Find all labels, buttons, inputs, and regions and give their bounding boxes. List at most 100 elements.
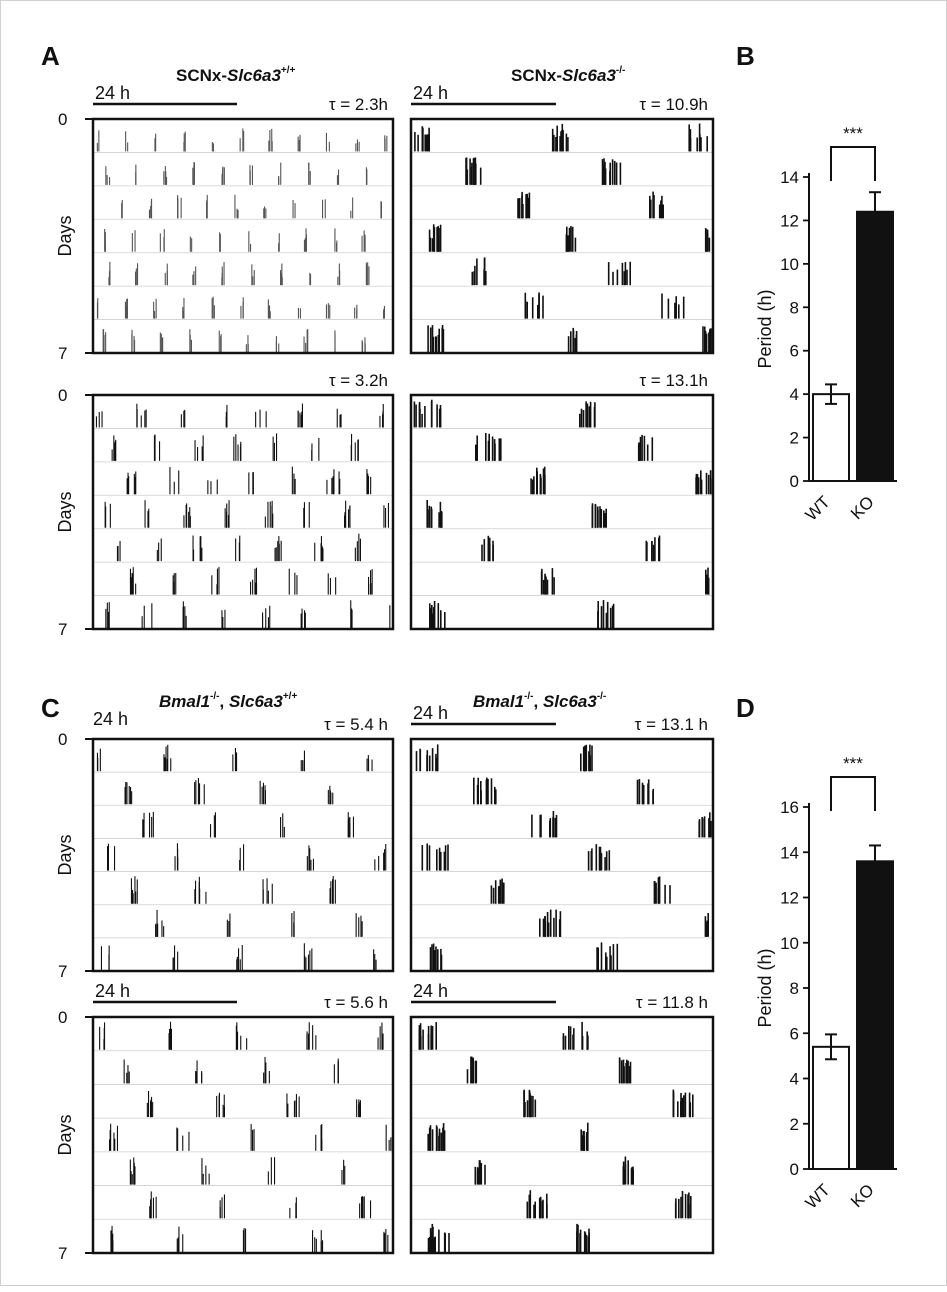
activity-bout (293, 473, 295, 495)
activity-bout (336, 408, 338, 428)
activity-bout (559, 136, 561, 152)
activity-bout (220, 334, 222, 352)
activity-bout (480, 790, 482, 805)
activity-bout (338, 263, 340, 286)
activity-bout (183, 298, 185, 319)
activity-bout (361, 235, 363, 252)
activity-bout (630, 1168, 633, 1185)
activity-bout (303, 508, 305, 528)
activity-bout (107, 846, 109, 871)
activity-bout (382, 1033, 384, 1050)
actogram-a4: τ = 13.1h (409, 371, 715, 631)
activity-bout (214, 812, 216, 838)
activity-bout (286, 1093, 288, 1118)
activity-bout (308, 162, 310, 185)
activity-bout (303, 750, 305, 772)
activity-bout (297, 307, 299, 319)
activity-bout (206, 194, 208, 219)
y-tick-label: 12 (780, 211, 799, 230)
activity-bout (431, 605, 433, 628)
activity-bout (432, 607, 435, 628)
activity-bout (100, 946, 102, 970)
activity-bout (146, 1102, 148, 1118)
day-start-label: 0 (58, 110, 67, 129)
activity-bout (426, 843, 428, 871)
activity-bout (239, 847, 241, 871)
activity-bout (611, 159, 614, 185)
activity-bout (281, 263, 283, 286)
activity-bout (689, 138, 692, 152)
activity-bout (320, 1241, 322, 1252)
activity-bout (210, 481, 212, 495)
activity-bout (95, 416, 97, 428)
activity-bout (221, 610, 223, 628)
activity-bout (267, 1171, 269, 1185)
activity-bout (653, 195, 655, 219)
y-tick-label: 12 (780, 889, 799, 908)
y-tick-label: 6 (790, 342, 799, 361)
activity-bout (321, 546, 323, 562)
activity-bout (280, 273, 282, 286)
day-end-label: 7 (58, 620, 67, 639)
activity-bout (253, 270, 255, 286)
activity-bout (278, 233, 280, 252)
activity-bout (131, 791, 133, 805)
activity-bout (672, 1091, 675, 1118)
activity-bout (299, 308, 301, 319)
activity-bout (615, 162, 618, 185)
activity-bout (105, 166, 107, 185)
activity-bout (314, 542, 316, 562)
activity-bout (306, 1031, 308, 1050)
activity-bout (163, 237, 165, 252)
activity-bout (575, 331, 578, 352)
activity-bout (356, 309, 358, 319)
activity-bout (639, 436, 642, 461)
activity-bout (604, 513, 606, 528)
activity-bout (292, 200, 294, 219)
activity-bout (329, 888, 331, 904)
activity-bout (436, 227, 438, 252)
activity-bout (538, 294, 540, 319)
activity-bout (156, 549, 158, 562)
activity-bout (189, 236, 191, 252)
activity-bout (299, 136, 301, 152)
activity-bout (170, 1021, 172, 1050)
bar-chart-b: 0 2 4 6 8 10 12 14 Period (h) WT KO *** (755, 124, 897, 525)
activity-bout (130, 787, 132, 805)
activity-bout (109, 270, 111, 286)
activity-bout (337, 276, 339, 286)
activity-bout (431, 1223, 434, 1252)
panel-letter-b: B (736, 41, 755, 71)
significance-bracket (830, 146, 876, 181)
activity-bout (152, 811, 154, 838)
activity-bout (583, 747, 585, 772)
activity-bout (177, 195, 179, 219)
activity-bout (475, 444, 477, 461)
activity-bout (533, 1204, 535, 1219)
activity-bout (678, 304, 680, 319)
activity-bout (348, 818, 350, 838)
activity-bout (245, 1228, 247, 1252)
activity-bout (150, 1199, 152, 1219)
activity-bout (305, 234, 307, 252)
activity-bout (192, 535, 194, 562)
activity-bout (227, 515, 229, 528)
activity-bout (154, 138, 156, 152)
activity-bout (385, 1124, 387, 1151)
activity-bout (334, 334, 336, 352)
activity-bout (680, 1196, 682, 1219)
activity-bout (436, 404, 438, 428)
activity-bout (611, 605, 614, 628)
activity-bout (268, 306, 270, 319)
activity-bout (497, 886, 500, 904)
activity-bout (491, 436, 494, 461)
activity-bout (222, 1104, 224, 1118)
activity-bout (367, 473, 369, 495)
activity-bout (271, 128, 273, 152)
y-tick-label: 10 (780, 255, 799, 274)
activity-bout (539, 918, 541, 937)
activity-bout (565, 237, 568, 252)
activity-bout (431, 1129, 434, 1151)
activity-bout (104, 242, 106, 252)
activity-bout (184, 131, 186, 152)
